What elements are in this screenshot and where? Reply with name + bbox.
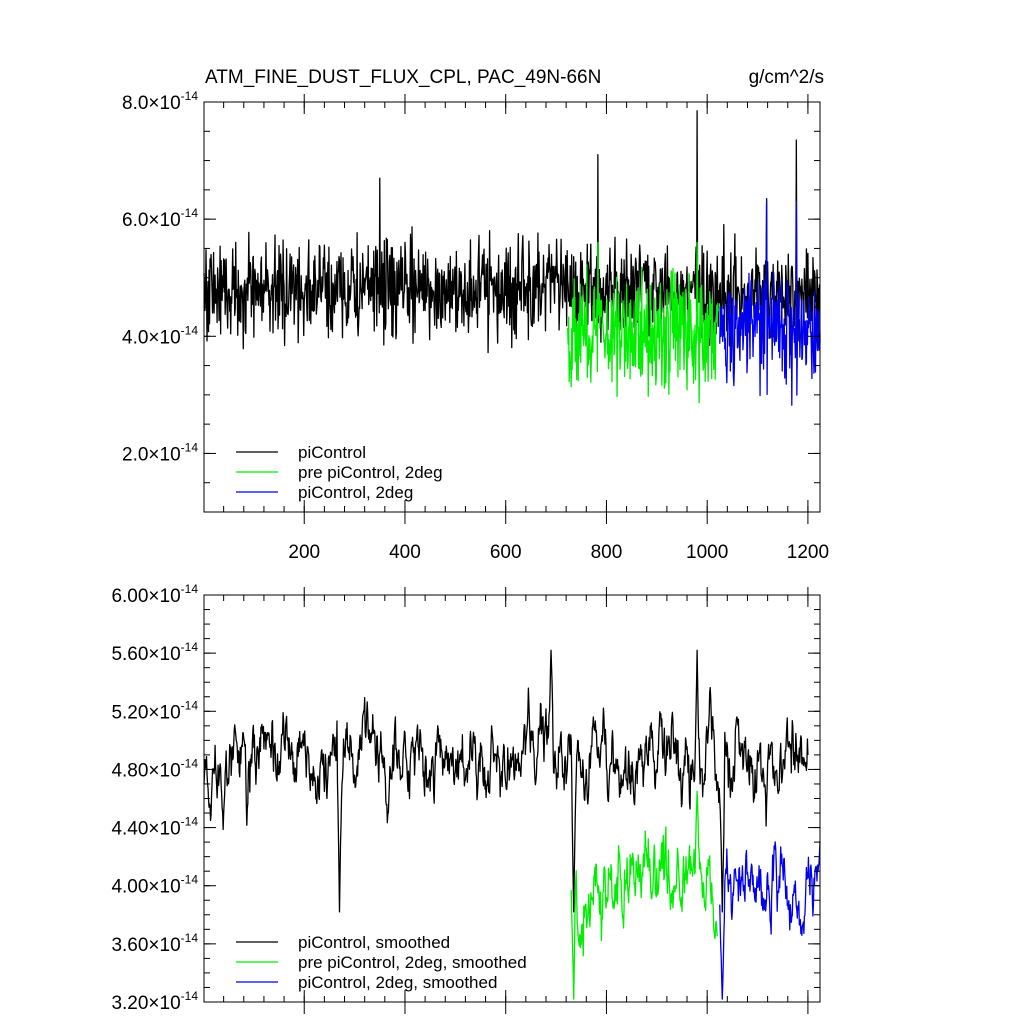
y-tick-label: 5.20×10-14 <box>111 698 198 723</box>
series-line-pre-picontrol-2deg-smoothed <box>570 790 718 1000</box>
y-tick-label: 4.80×10-14 <box>111 756 198 781</box>
y-tick-label: 3.20×10-14 <box>111 989 198 1014</box>
y-tick-label: 6.0×10-14 <box>122 206 198 231</box>
legend-label: piControl <box>298 443 366 462</box>
series-line-pre-picontrol-2deg <box>567 241 719 404</box>
y-tick-label: 4.0×10-14 <box>122 323 198 348</box>
y-tick-label: 8.0×10-14 <box>122 89 198 114</box>
chart-title: ATM_FINE_DUST_FLUX_CPL, PAC_49N-66N <box>205 67 601 88</box>
series-line-picontrol-2deg <box>719 200 821 406</box>
x-tick-label: 800 <box>591 542 623 563</box>
x-tick-label: 1200 <box>787 542 829 563</box>
series-line-picontrol-smoothed <box>203 649 809 913</box>
y-tick-label: 4.40×10-14 <box>111 815 198 840</box>
legend-label: pre piControl, 2deg <box>298 463 443 482</box>
y-tick-label: 4.00×10-14 <box>111 873 198 898</box>
series-line-picontrol-2deg-smoothed <box>719 841 821 1000</box>
top-panel: ATM_FINE_DUST_FLUX_CPL, PAC_49N-66N g/cm… <box>203 67 824 513</box>
y-tick-label: 2.0×10-14 <box>122 440 198 465</box>
bottom-plot-frame <box>203 594 821 1003</box>
units-label: g/cm^2/s <box>749 67 824 88</box>
x-tick-label: 600 <box>490 542 522 563</box>
legend-label: piControl, 2deg, smoothed <box>298 973 497 992</box>
legend-label: pre piControl, 2deg, smoothed <box>298 953 527 972</box>
legend-label: piControl, smoothed <box>298 933 450 952</box>
y-tick-label: 3.60×10-14 <box>111 931 198 956</box>
bottom-plot-area <box>203 649 821 1000</box>
y-tick-label: 6.00×10-14 <box>111 582 198 607</box>
series-line-picontrol <box>203 110 821 354</box>
x-tick-label: 200 <box>288 542 320 563</box>
top-plot-area <box>203 110 821 406</box>
y-tick-label: 5.60×10-14 <box>111 640 198 665</box>
x-tick-label: 400 <box>389 542 421 563</box>
x-tick-label: 1000 <box>686 542 728 563</box>
legend-label: piControl, 2deg <box>298 483 413 502</box>
